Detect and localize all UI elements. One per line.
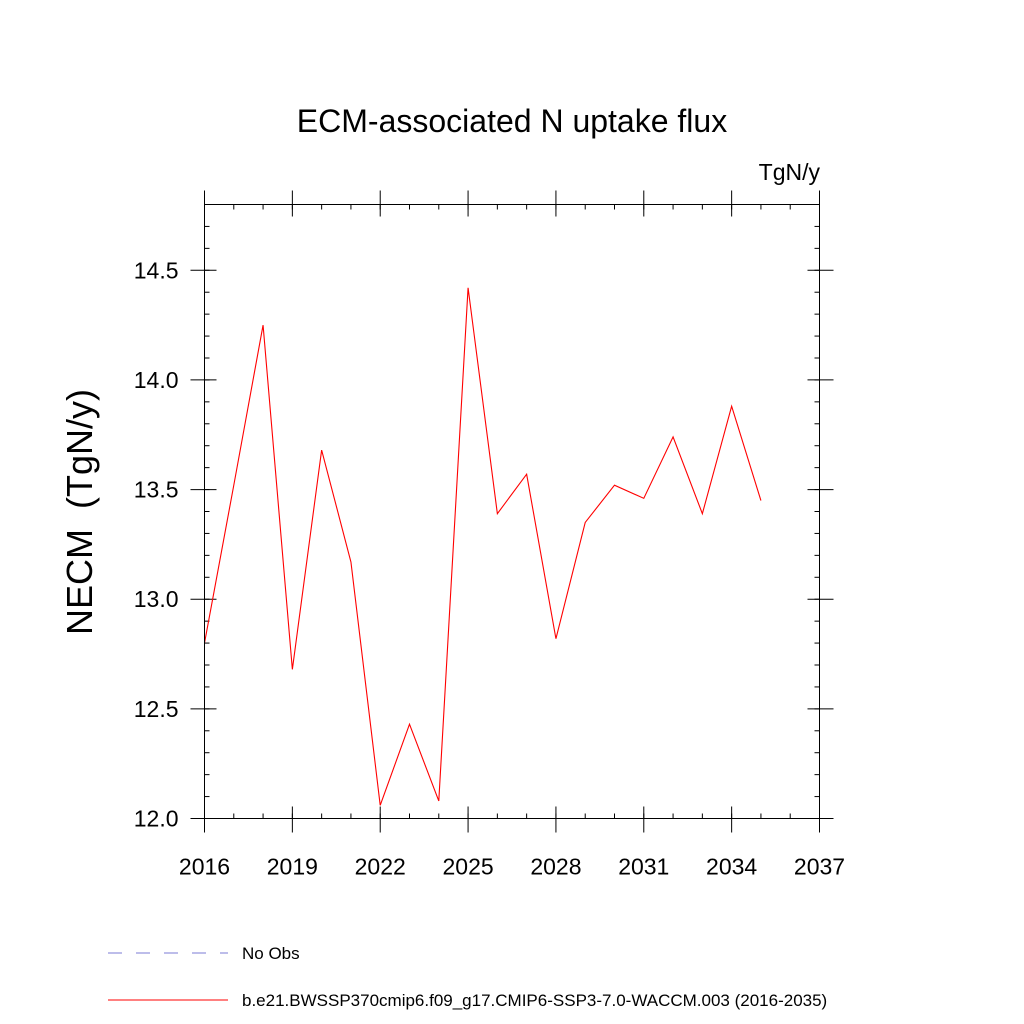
y-tick-label: 12.5 bbox=[134, 696, 179, 722]
y-tick-label: 13.5 bbox=[134, 477, 179, 503]
y-axis-label: NECM (TgN/y) bbox=[59, 389, 100, 635]
units-label: TgN/y bbox=[759, 159, 821, 185]
minor-ticks bbox=[204, 204, 820, 819]
x-tick-label: 2019 bbox=[267, 854, 318, 880]
y-tick-labels: 12.0 12.5 13.0 13.5 14.0 14.5 bbox=[134, 257, 179, 831]
x-tick-label: 2028 bbox=[530, 854, 581, 880]
major-ticks bbox=[190, 190, 834, 833]
x-tick-label: 2031 bbox=[618, 854, 669, 880]
series-line bbox=[203, 287, 762, 806]
y-tick-label: 14.5 bbox=[134, 257, 179, 283]
x-tick-labels: 2016 2019 2022 2025 2028 2031 2034 2037 bbox=[179, 854, 845, 880]
x-tick-label: 2037 bbox=[794, 854, 845, 880]
plot-frame bbox=[204, 204, 820, 819]
x-tick-label: 2022 bbox=[355, 854, 406, 880]
legend-label: b.e21.BWSSP370cmip6.f09_g17.CMIP6-SSP3-7… bbox=[242, 991, 827, 1010]
legend: No Obs b.e21.BWSSP370cmip6.f09_g17.CMIP6-… bbox=[108, 944, 827, 1010]
series-lines bbox=[203, 287, 762, 806]
x-tick-label: 2034 bbox=[706, 854, 757, 880]
x-tick-label: 2025 bbox=[442, 854, 493, 880]
legend-label: No Obs bbox=[242, 944, 300, 963]
y-tick-label: 14.0 bbox=[134, 367, 179, 393]
chart-title: ECM-associated N uptake flux bbox=[297, 103, 727, 139]
y-tick-label: 12.0 bbox=[134, 806, 179, 832]
x-tick-label: 2016 bbox=[179, 854, 230, 880]
y-tick-label: 13.0 bbox=[134, 586, 179, 612]
